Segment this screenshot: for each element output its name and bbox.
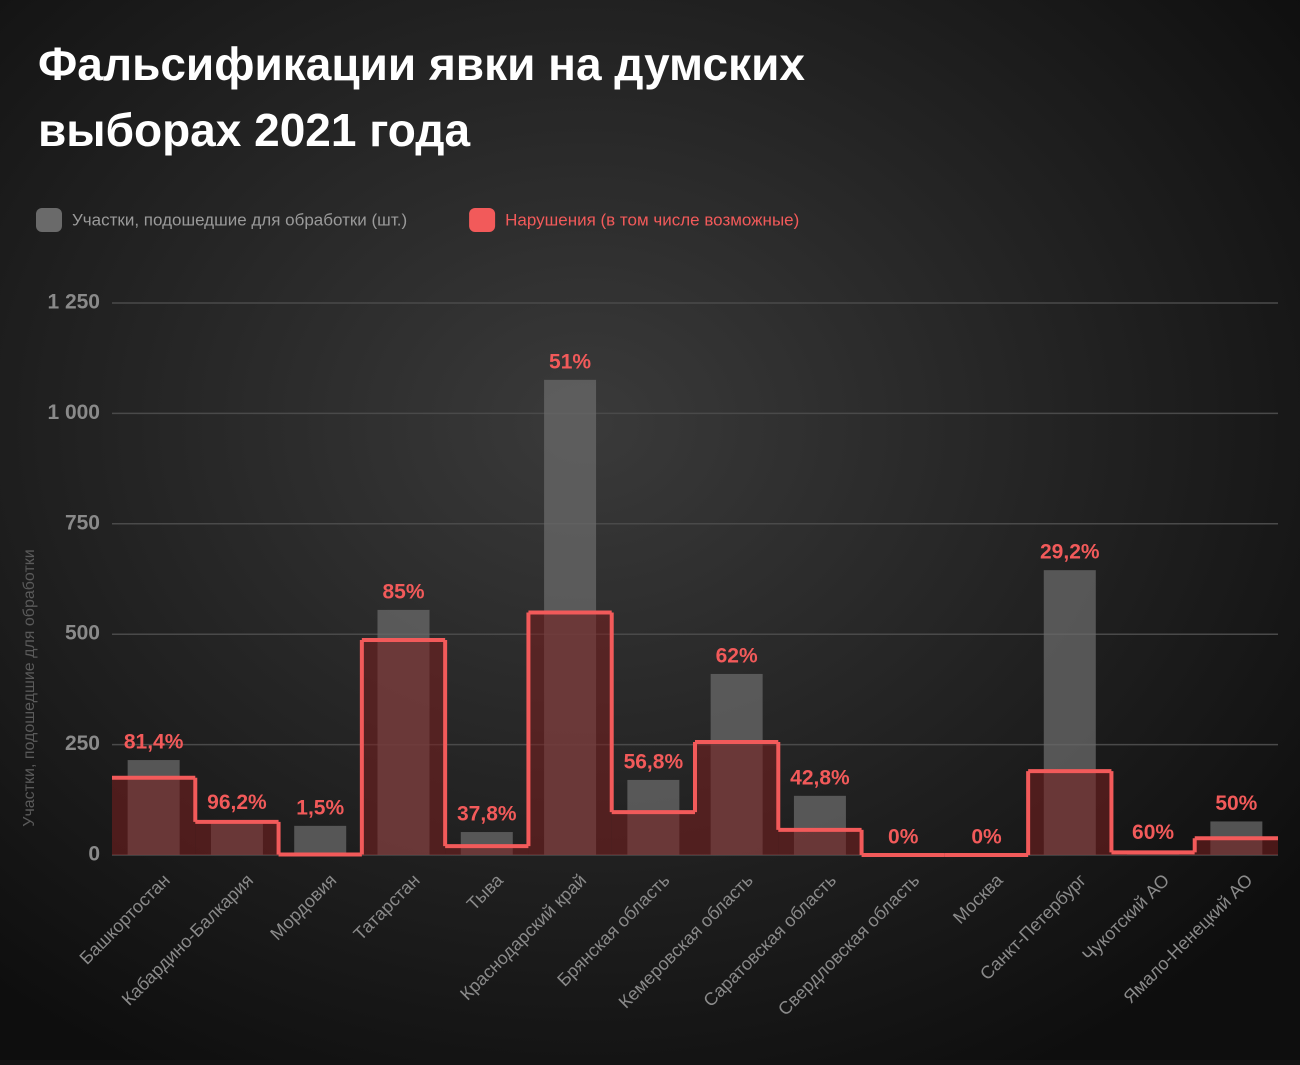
percent-label: 60%	[1132, 821, 1174, 844]
violation-area	[528, 613, 611, 855]
y-tick-label: 1 250	[47, 291, 100, 314]
y-tick-label: 1 000	[47, 401, 100, 424]
percent-label: 42,8%	[790, 766, 850, 789]
percent-label: 56,8%	[624, 750, 684, 773]
violation-area	[1028, 771, 1111, 855]
y-axis-label: Участки, подошедшие для обработки	[21, 549, 38, 826]
legend-swatch	[469, 208, 495, 232]
percent-label: 62%	[716, 644, 758, 667]
violation-area	[612, 812, 695, 855]
percent-label: 81,4%	[124, 731, 184, 754]
percent-label: 51%	[549, 350, 591, 373]
percent-label: 0%	[971, 826, 1002, 849]
y-tick-label: 750	[65, 511, 100, 534]
violation-area	[362, 640, 445, 855]
percent-label: 85%	[382, 580, 424, 603]
y-tick-label: 500	[65, 622, 100, 645]
percent-label: 96,2%	[207, 791, 267, 814]
violation-area	[112, 778, 195, 855]
violation-area	[778, 830, 861, 855]
violation-area	[195, 822, 278, 855]
percent-label: 50%	[1215, 792, 1257, 815]
percent-label: 1,5%	[296, 796, 344, 819]
legend-label: Участки, подошедшие для обработки (шт.)	[72, 210, 407, 229]
bar	[294, 826, 346, 855]
y-tick-label: 250	[65, 732, 100, 755]
y-tick-label: 0	[88, 843, 100, 866]
legend-label: Нарушения (в том числе возможные)	[505, 210, 799, 229]
violation-area	[695, 742, 778, 855]
violation-area	[1195, 838, 1278, 855]
percent-label: 0%	[888, 826, 919, 849]
legend-swatch	[36, 208, 62, 232]
percent-label: 37,8%	[457, 803, 517, 826]
percent-label: 29,2%	[1040, 541, 1100, 564]
